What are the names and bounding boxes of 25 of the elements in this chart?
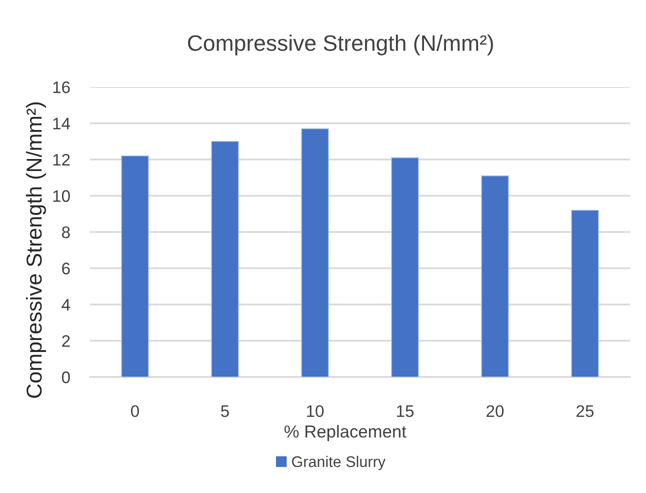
bar bbox=[121, 155, 149, 377]
x-tick-label: 15 bbox=[397, 405, 414, 418]
bar bbox=[481, 175, 509, 377]
y-tick-label: 2 bbox=[62, 335, 70, 347]
y-tick-label: 14 bbox=[53, 118, 70, 130]
bar bbox=[391, 157, 419, 377]
y-tick-label: 0 bbox=[62, 371, 70, 384]
x-tick-label: 5 bbox=[221, 405, 229, 418]
y-tick-label: 10 bbox=[53, 190, 70, 202]
y-tick-label: 16 bbox=[53, 81, 70, 94]
y-tick-label: 12 bbox=[53, 154, 70, 166]
chart-title: Compressive Strength (N/mm²) bbox=[188, 34, 493, 56]
x-tick-label: 10 bbox=[307, 405, 324, 418]
y-axis-title: Compressive Strength (N/mm²) bbox=[26, 102, 46, 398]
bar bbox=[301, 128, 329, 377]
bar bbox=[211, 140, 239, 377]
x-axis-title: % Replacement bbox=[284, 424, 406, 442]
y-tick-label: 8 bbox=[62, 226, 70, 238]
legend-label: Granite Slurry bbox=[292, 456, 386, 470]
y-tick-label: 4 bbox=[62, 299, 70, 311]
x-tick-label: 20 bbox=[486, 405, 504, 418]
y-tick-label: 6 bbox=[62, 262, 70, 274]
x-tick-label: 0 bbox=[131, 405, 139, 418]
bar bbox=[571, 210, 599, 377]
x-tick-label: 25 bbox=[576, 405, 594, 418]
